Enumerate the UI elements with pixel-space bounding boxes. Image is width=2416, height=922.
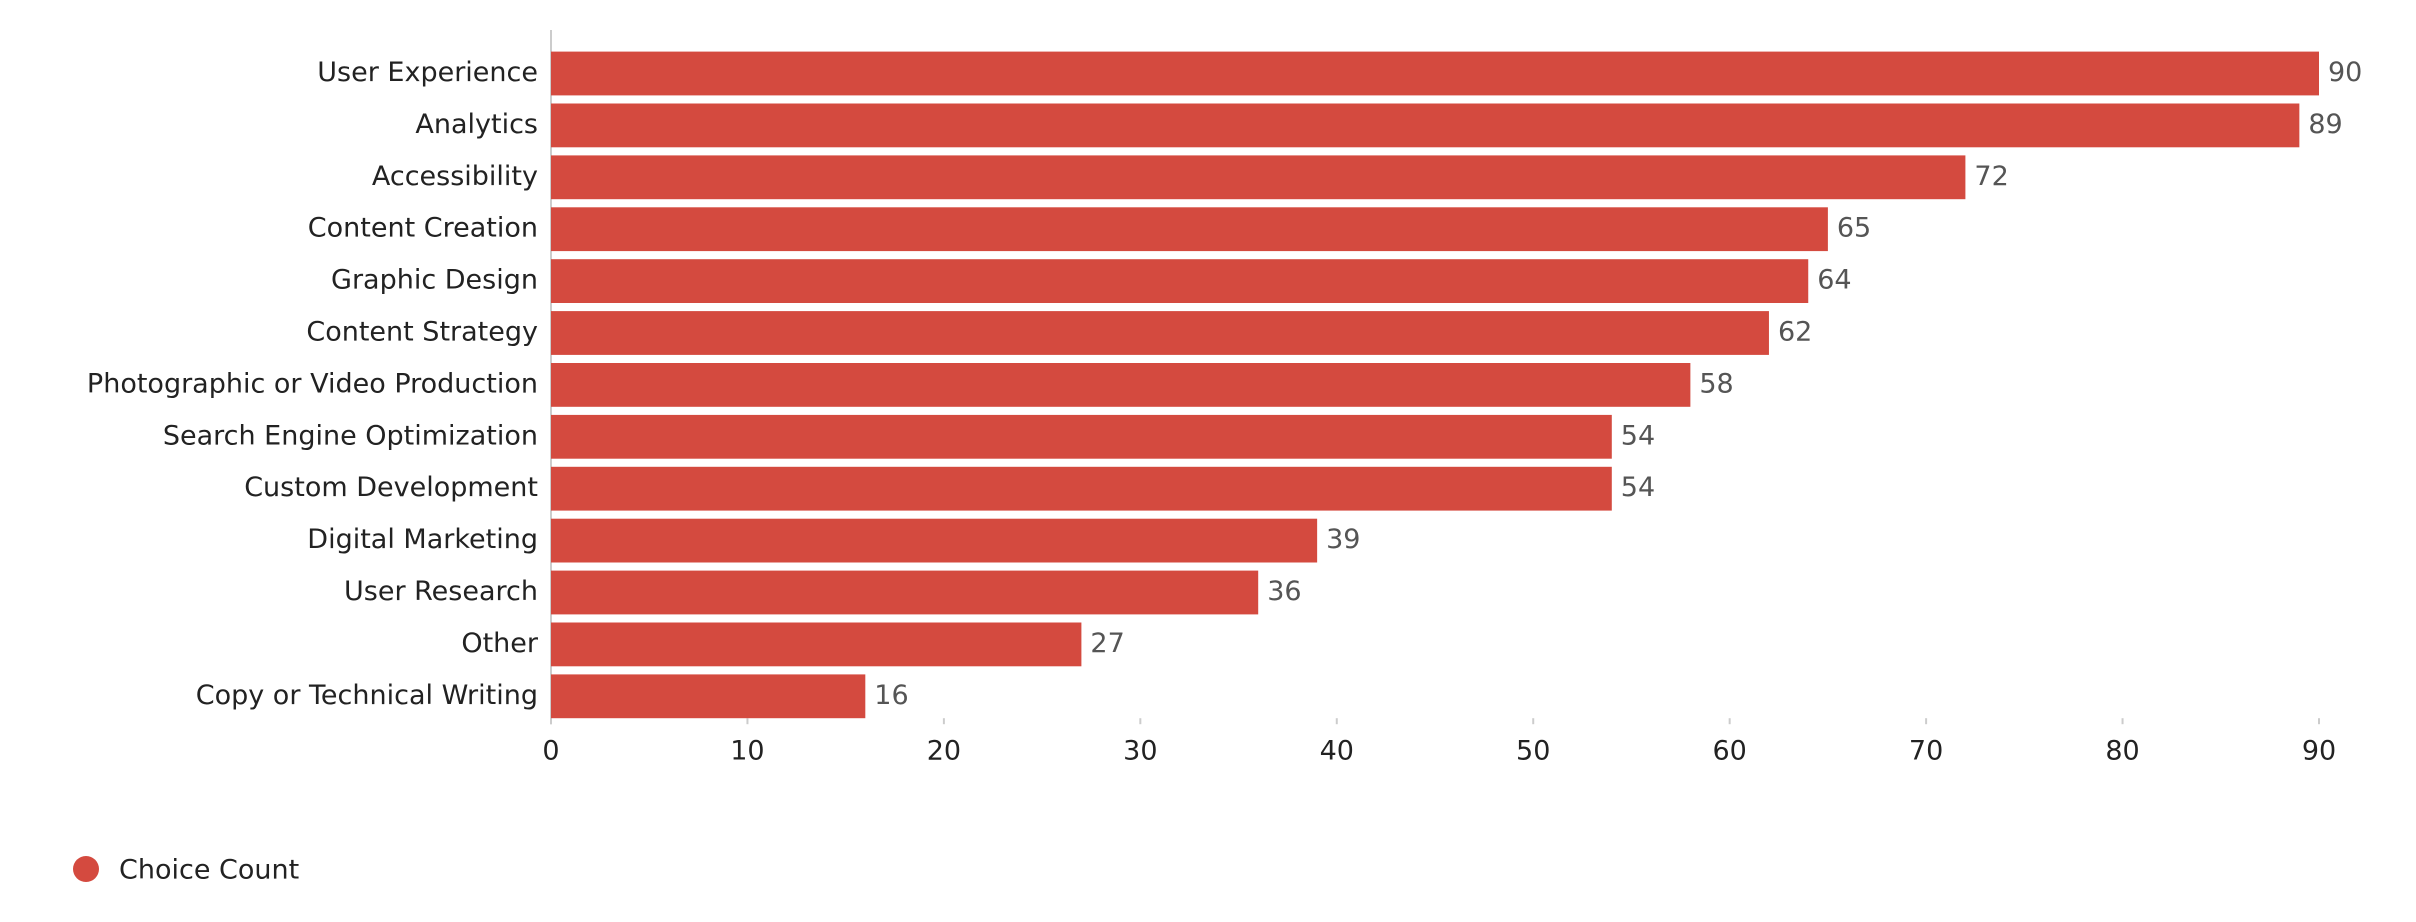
y-tick-label: Search Engine Optimization	[163, 420, 538, 451]
value-label: 36	[1267, 576, 1301, 607]
value-label: 27	[1090, 628, 1124, 659]
bar	[551, 51, 2319, 96]
value-label: 58	[1699, 368, 1733, 399]
x-tick-label: 80	[2105, 736, 2139, 767]
y-tick-label: Photographic or Video Production	[87, 368, 538, 399]
x-tick-label: 30	[1123, 736, 1157, 767]
value-label: 89	[2308, 109, 2342, 140]
bar	[551, 674, 866, 719]
y-tick-label: Other	[461, 628, 539, 659]
y-tick-label: Content Strategy	[306, 317, 538, 348]
value-label: 90	[2328, 57, 2362, 88]
bar	[551, 311, 1769, 355]
y-tick-label: Digital Marketing	[307, 524, 538, 555]
y-tick-label: Accessibility	[372, 161, 538, 192]
bar	[551, 155, 1966, 200]
x-tick-label: 0	[542, 736, 559, 767]
y-tick-label: Custom Development	[244, 472, 538, 503]
value-label: 16	[874, 680, 908, 711]
y-tick-label: Graphic Design	[331, 265, 538, 296]
value-label: 62	[1778, 317, 1812, 348]
value-label: 72	[1974, 161, 2008, 192]
x-tick-label: 20	[927, 736, 961, 767]
value-label: 65	[1837, 213, 1871, 244]
value-label: 54	[1621, 420, 1655, 451]
y-tick-label: Content Creation	[308, 213, 538, 244]
bar	[551, 103, 2300, 148]
x-tick-label: 90	[2302, 736, 2336, 767]
y-tick-label: User Experience	[317, 57, 538, 88]
legend-marker	[73, 856, 99, 882]
value-label: 39	[1326, 524, 1360, 555]
bar	[551, 363, 1691, 407]
legend-label: Choice Count	[119, 855, 299, 886]
x-tick-label: 40	[1320, 736, 1354, 767]
bar	[551, 207, 1828, 252]
value-label: 64	[1817, 265, 1851, 296]
bar	[551, 622, 1082, 667]
y-tick-label: Analytics	[415, 109, 538, 140]
bar	[551, 518, 1318, 563]
x-tick-label: 50	[1516, 736, 1550, 767]
x-tick-label: 10	[730, 736, 764, 767]
bar	[551, 466, 1612, 511]
bar	[551, 570, 1259, 615]
y-tick-label: Copy or Technical Writing	[196, 680, 538, 711]
value-label: 54	[1621, 472, 1655, 503]
bar	[551, 259, 1809, 303]
x-tick-label: 60	[1712, 736, 1746, 767]
bar	[551, 414, 1612, 459]
x-tick-label: 70	[1909, 736, 1943, 767]
y-tick-label: User Research	[344, 576, 538, 607]
